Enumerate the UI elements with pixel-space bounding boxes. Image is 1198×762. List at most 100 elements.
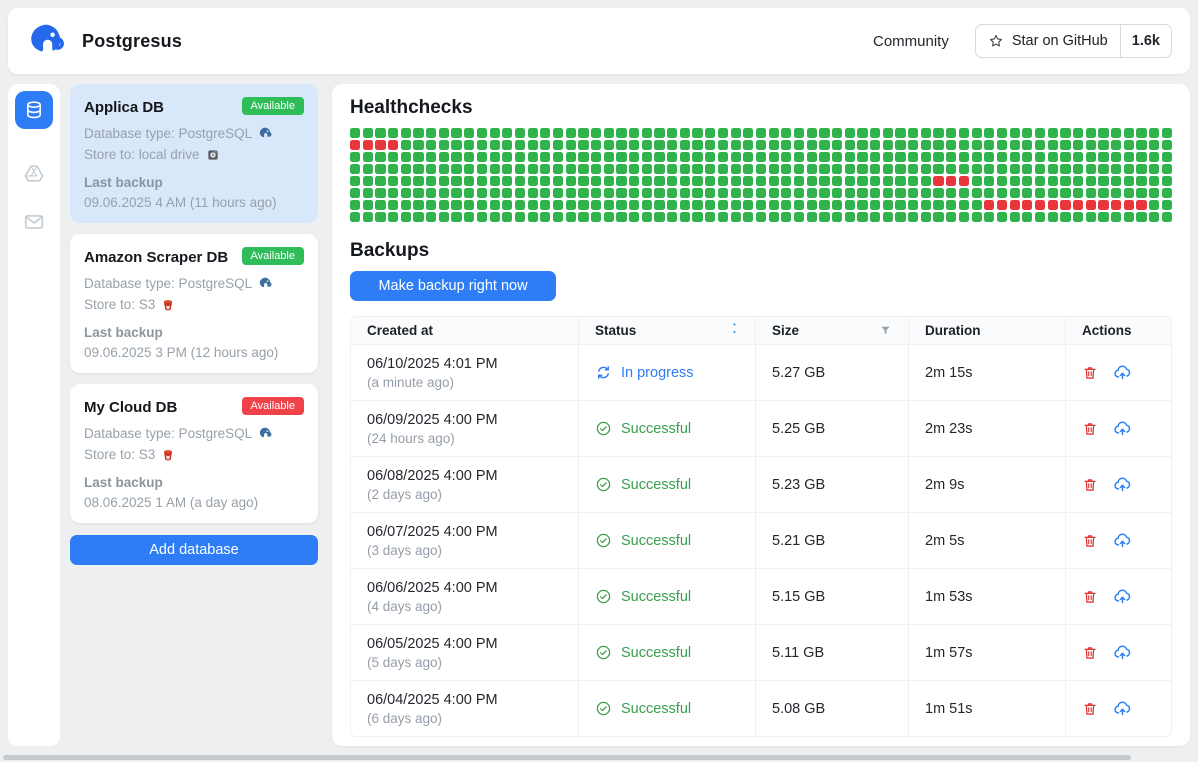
healthcheck-cell[interactable]: [793, 140, 805, 150]
healthcheck-cell[interactable]: [476, 128, 488, 138]
healthcheck-cell[interactable]: [540, 188, 551, 198]
healthcheck-cell[interactable]: [882, 200, 893, 210]
healthcheck-cell[interactable]: [502, 128, 513, 138]
healthcheck-cell[interactable]: [692, 164, 703, 174]
healthcheck-cell[interactable]: [426, 188, 437, 198]
healthcheck-cell[interactable]: [996, 176, 1008, 186]
healthcheck-cell[interactable]: [996, 212, 1008, 222]
healthcheck-cell[interactable]: [629, 128, 640, 138]
healthcheck-cell[interactable]: [388, 212, 399, 222]
sort-control[interactable]: [730, 323, 739, 338]
healthcheck-cell[interactable]: [1022, 140, 1033, 150]
healthcheck-cell[interactable]: [591, 200, 602, 210]
healthcheck-cell[interactable]: [413, 200, 424, 210]
healthcheck-cell[interactable]: [1034, 200, 1046, 210]
healthcheck-cell[interactable]: [1161, 200, 1172, 210]
healthcheck-cell[interactable]: [591, 140, 602, 150]
healthcheck-cell[interactable]: [464, 128, 475, 138]
healthcheck-cell[interactable]: [591, 164, 602, 174]
healthcheck-cell[interactable]: [388, 188, 399, 198]
healthcheck-cell[interactable]: [781, 164, 792, 174]
healthcheck-cell[interactable]: [755, 152, 767, 162]
healthcheck-cell[interactable]: [946, 128, 957, 138]
healthcheck-cell[interactable]: [1085, 140, 1096, 150]
restore-backup-button[interactable]: [1113, 475, 1132, 494]
healthcheck-cell[interactable]: [413, 176, 424, 186]
healthcheck-cell[interactable]: [996, 128, 1008, 138]
healthcheck-cell[interactable]: [857, 200, 868, 210]
healthcheck-cell[interactable]: [616, 176, 627, 186]
healthcheck-cell[interactable]: [641, 188, 652, 198]
healthcheck-cell[interactable]: [895, 188, 906, 198]
healthcheck-cell[interactable]: [629, 200, 640, 210]
healthcheck-cell[interactable]: [552, 200, 564, 210]
healthcheck-cell[interactable]: [984, 128, 995, 138]
healthcheck-cell[interactable]: [1123, 164, 1134, 174]
healthcheck-cell[interactable]: [552, 164, 564, 174]
healthcheck-cell[interactable]: [489, 212, 500, 222]
healthcheck-cell[interactable]: [654, 176, 665, 186]
healthcheck-cell[interactable]: [1073, 188, 1084, 198]
healthcheck-cell[interactable]: [705, 212, 716, 222]
healthcheck-cell[interactable]: [806, 140, 817, 150]
healthcheck-cell[interactable]: [793, 164, 805, 174]
healthcheck-cell[interactable]: [755, 212, 767, 222]
healthcheck-cell[interactable]: [476, 140, 488, 150]
healthcheck-cell[interactable]: [920, 176, 931, 186]
healthcheck-cell[interactable]: [1022, 188, 1033, 198]
healthcheck-cell[interactable]: [654, 152, 665, 162]
healthcheck-cell[interactable]: [565, 152, 576, 162]
healthcheck-cell[interactable]: [514, 152, 526, 162]
github-star-count[interactable]: 1.6k: [1119, 25, 1171, 57]
healthcheck-cell[interactable]: [552, 152, 564, 162]
healthcheck-cell[interactable]: [641, 152, 652, 162]
healthcheck-cell[interactable]: [958, 152, 970, 162]
delete-backup-button[interactable]: [1082, 533, 1098, 549]
healthcheck-cell[interactable]: [793, 128, 805, 138]
healthcheck-cell[interactable]: [426, 140, 437, 150]
healthcheck-cell[interactable]: [502, 164, 513, 174]
healthcheck-cell[interactable]: [464, 152, 475, 162]
healthcheck-cell[interactable]: [679, 176, 690, 186]
healthcheck-cell[interactable]: [1047, 188, 1058, 198]
healthcheck-cell[interactable]: [1073, 128, 1084, 138]
healthcheck-cell[interactable]: [920, 200, 931, 210]
healthcheck-cell[interactable]: [464, 212, 475, 222]
healthcheck-cell[interactable]: [730, 152, 741, 162]
healthcheck-cell[interactable]: [717, 200, 729, 210]
healthcheck-cell[interactable]: [350, 128, 361, 138]
healthcheck-cell[interactable]: [438, 164, 449, 174]
healthcheck-cell[interactable]: [1136, 200, 1147, 210]
healthcheck-cell[interactable]: [768, 188, 779, 198]
healthcheck-cell[interactable]: [527, 176, 538, 186]
healthcheck-cell[interactable]: [857, 164, 868, 174]
healthcheck-cell[interactable]: [616, 164, 627, 174]
healthcheck-cell[interactable]: [362, 164, 373, 174]
healthcheck-cell[interactable]: [1034, 152, 1046, 162]
healthcheck-cell[interactable]: [705, 140, 716, 150]
healthcheck-cell[interactable]: [971, 164, 982, 174]
healthcheck-cell[interactable]: [641, 176, 652, 186]
healthcheck-cell[interactable]: [1149, 128, 1160, 138]
healthcheck-cell[interactable]: [717, 164, 729, 174]
star-on-github-button[interactable]: Star on GitHub 1.6k: [974, 24, 1172, 58]
healthcheck-cell[interactable]: [552, 176, 564, 186]
healthcheck-cell[interactable]: [667, 200, 678, 210]
healthcheck-cell[interactable]: [616, 200, 627, 210]
healthcheck-cell[interactable]: [426, 152, 437, 162]
healthcheck-cell[interactable]: [1149, 140, 1160, 150]
healthcheck-cell[interactable]: [350, 152, 361, 162]
healthcheck-cell[interactable]: [641, 140, 652, 150]
delete-backup-button[interactable]: [1082, 645, 1098, 661]
healthcheck-cell[interactable]: [654, 188, 665, 198]
healthcheck-cell[interactable]: [641, 200, 652, 210]
healthcheck-cell[interactable]: [692, 152, 703, 162]
healthcheck-cell[interactable]: [1085, 212, 1096, 222]
healthcheck-cell[interactable]: [705, 200, 716, 210]
healthcheck-cell[interactable]: [603, 128, 614, 138]
healthcheck-cell[interactable]: [692, 176, 703, 186]
database-card-my-cloud[interactable]: My Cloud DB Available Database type: Pos…: [70, 384, 318, 523]
add-database-button[interactable]: Add database: [70, 535, 318, 565]
delete-backup-button[interactable]: [1082, 589, 1098, 605]
healthcheck-cell[interactable]: [806, 212, 817, 222]
